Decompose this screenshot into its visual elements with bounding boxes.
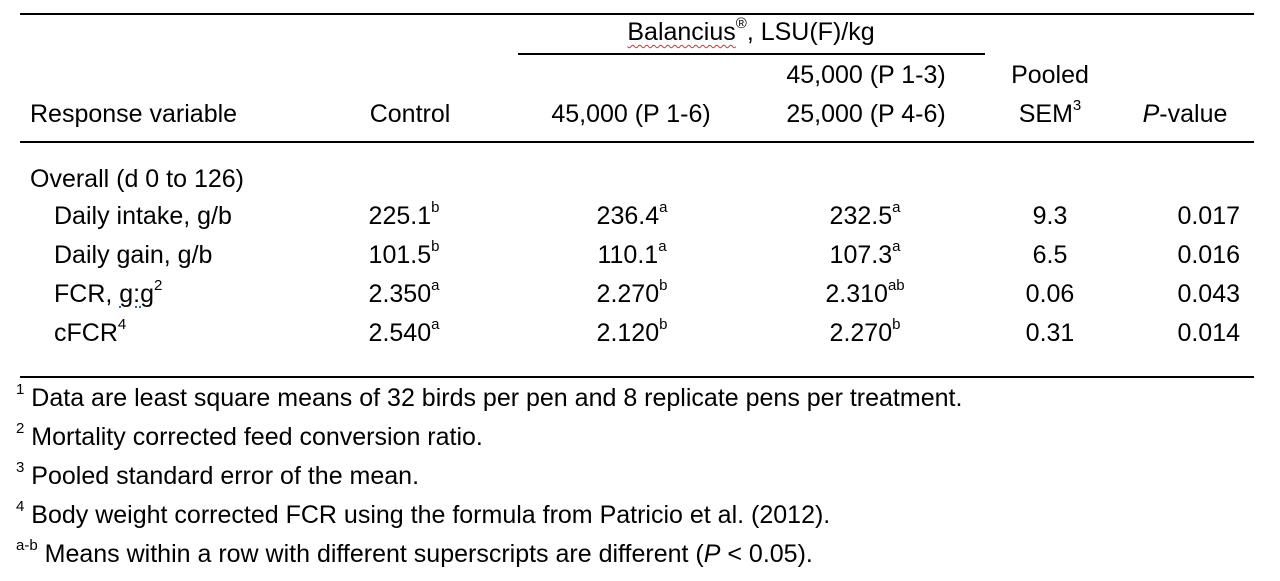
header-treat1: 45,000 (P 1-6) (551, 100, 711, 128)
footnote-1: 1 Data are least square means of 32 bird… (16, 380, 963, 412)
header-treat2-line2: 25,000 (P 4-6) (786, 100, 946, 128)
cell-treat1: 2.120b (596, 315, 668, 347)
footnote-4: 4 Body weight corrected FCR using the fo… (16, 497, 831, 529)
pvalue-p: P (1142, 100, 1160, 128)
group-label: Balancius (627, 18, 736, 46)
cell-pvalue: 0.043 (1177, 280, 1240, 308)
cell-treat2: 232.5a (829, 198, 901, 230)
footnote-2: 2 Mortality corrected feed conversion ra… (16, 419, 483, 451)
header-bottom-rule (20, 141, 1254, 143)
cell-pvalue: 0.017 (1177, 202, 1240, 230)
cell-pvalue: 0.014 (1177, 319, 1240, 347)
footnote-3: 3 Pooled standard error of the mean. (16, 458, 420, 490)
table-bottom-rule (20, 376, 1254, 378)
cell-control: 2.540a (368, 315, 440, 347)
cell-treat1: 236.4a (596, 198, 668, 230)
footnote-ab: a-b Means within a row with different su… (16, 536, 813, 568)
group-rule (518, 53, 985, 55)
header-sem-line2: SEM3 (1018, 96, 1082, 128)
row-label: cFCR4 (54, 315, 127, 347)
registered-mark: ® (735, 14, 747, 32)
row-label: Daily gain, g/b (54, 241, 213, 269)
cell-treat2: 107.3a (829, 237, 901, 269)
header-sem-line1: Pooled (1011, 61, 1089, 89)
cell-control: 2.350a (368, 276, 440, 308)
cell-sem: 0.31 (1025, 319, 1075, 347)
header-response-variable: Response variable (30, 100, 238, 128)
cell-control: 225.1b (368, 198, 440, 230)
group-header: Balancius®, LSU(F)/kg (627, 14, 875, 47)
cell-sem: 9.3 (1032, 202, 1068, 230)
top-rule (20, 13, 1254, 15)
row-label: Daily intake, g/b (54, 202, 232, 230)
row-label: FCR, g:g2 (54, 276, 163, 308)
group-unit: , LSU(F)/kg (746, 18, 875, 46)
cell-control: 101.5b (368, 237, 440, 269)
sem-footnote-mark: 3 (1072, 96, 1082, 114)
cell-treat2: 2.270b (829, 315, 901, 347)
cell-treat1: 2.270b (596, 276, 668, 308)
header-pvalue: P-value (1142, 100, 1228, 128)
cell-sem: 0.06 (1025, 280, 1075, 308)
section-label: Overall (d 0 to 126) (30, 165, 244, 193)
cell-sem: 6.5 (1032, 241, 1068, 269)
header-treat2-line1: 45,000 (P 1-3) (786, 61, 946, 89)
cell-treat1: 110.1a (597, 237, 667, 269)
cell-treat2: 2.310ab (825, 276, 905, 308)
cell-pvalue: 0.016 (1177, 241, 1240, 269)
header-control: Control (369, 100, 451, 128)
